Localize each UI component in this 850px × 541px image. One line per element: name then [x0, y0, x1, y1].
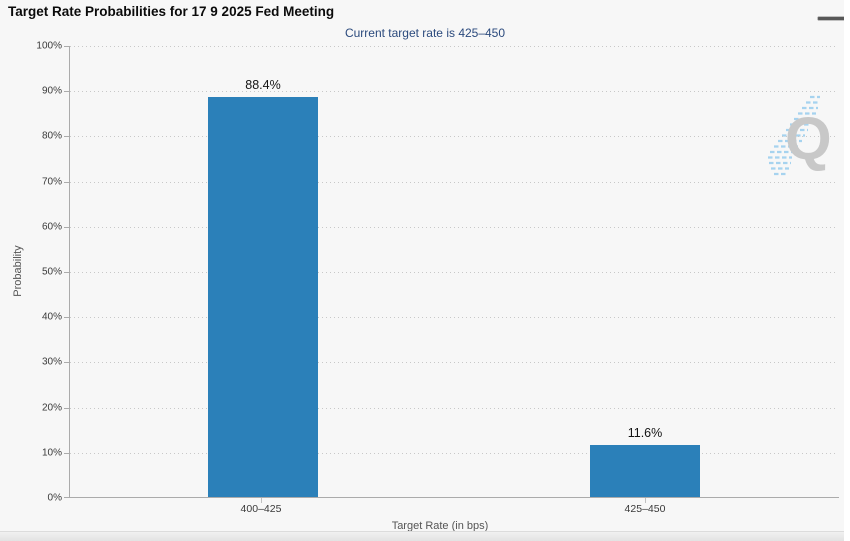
- watermark-swoosh-icon: [768, 95, 820, 176]
- y-tick: [64, 46, 69, 47]
- page-title: Target Rate Probabilities for 17 9 2025 …: [8, 4, 335, 19]
- y-axis-line: [69, 46, 70, 498]
- gridline: [70, 91, 838, 93]
- x-axis-title: Target Rate (in bps): [391, 520, 489, 532]
- quikstrike-watermark-logo: Q: [768, 95, 832, 176]
- hamburger-menu-icon[interactable]: [818, 6, 850, 23]
- y-tick-label: 60%: [41, 221, 62, 233]
- y-tick-label: 80%: [41, 130, 62, 142]
- bar-425-450[interactable]: [590, 444, 700, 497]
- y-tick: [64, 136, 69, 138]
- bar-value-label: 88.4%: [245, 78, 281, 93]
- gridline: [70, 272, 838, 273]
- y-tick: [64, 452, 69, 454]
- x-category-label: 400–425: [240, 503, 282, 515]
- y-tick: [64, 317, 69, 319]
- y-tick: [64, 497, 69, 498]
- y-tick-label: 70%: [41, 176, 62, 188]
- y-tick: [64, 272, 69, 273]
- y-tick-label: 0%: [47, 492, 62, 504]
- y-tick-label: 90%: [41, 85, 62, 97]
- bar-value-label: 11.6%: [627, 425, 663, 440]
- y-tick-label: 20%: [41, 402, 62, 414]
- x-axis-line: [69, 497, 839, 498]
- gridline: [70, 317, 838, 319]
- gridline: [70, 452, 838, 454]
- bar-400-425[interactable]: [208, 97, 318, 497]
- y-tick: [64, 362, 69, 364]
- plot-area: Q 88.4% 11.6%: [0, 46, 850, 503]
- y-tick: [64, 226, 69, 228]
- y-tick-label: 50%: [41, 266, 62, 278]
- gridline: [70, 136, 838, 138]
- gridline: [70, 226, 838, 228]
- gridline: [70, 362, 838, 364]
- gridline: [70, 181, 838, 183]
- gridline: [70, 407, 838, 409]
- x-category-label: 425–450: [624, 503, 666, 515]
- x-tick: [645, 498, 646, 503]
- page-right-edge: [844, 0, 850, 541]
- gridline: [70, 46, 838, 47]
- y-tick-label: 30%: [41, 356, 62, 368]
- y-tick-label: 100%: [36, 40, 62, 52]
- y-tick-label: 10%: [41, 447, 62, 459]
- x-tick: [261, 498, 262, 503]
- hamburger-bar: [818, 17, 850, 20]
- y-tick: [64, 407, 69, 409]
- watermark-letter: Q: [785, 105, 832, 172]
- chart-subtitle: Current target rate is 425–450: [344, 26, 506, 40]
- page-bottom-edge: [0, 531, 850, 541]
- y-axis-title: Probability: [12, 245, 24, 297]
- y-tick-label: 40%: [41, 311, 62, 323]
- y-tick: [64, 91, 69, 93]
- y-tick: [64, 181, 69, 183]
